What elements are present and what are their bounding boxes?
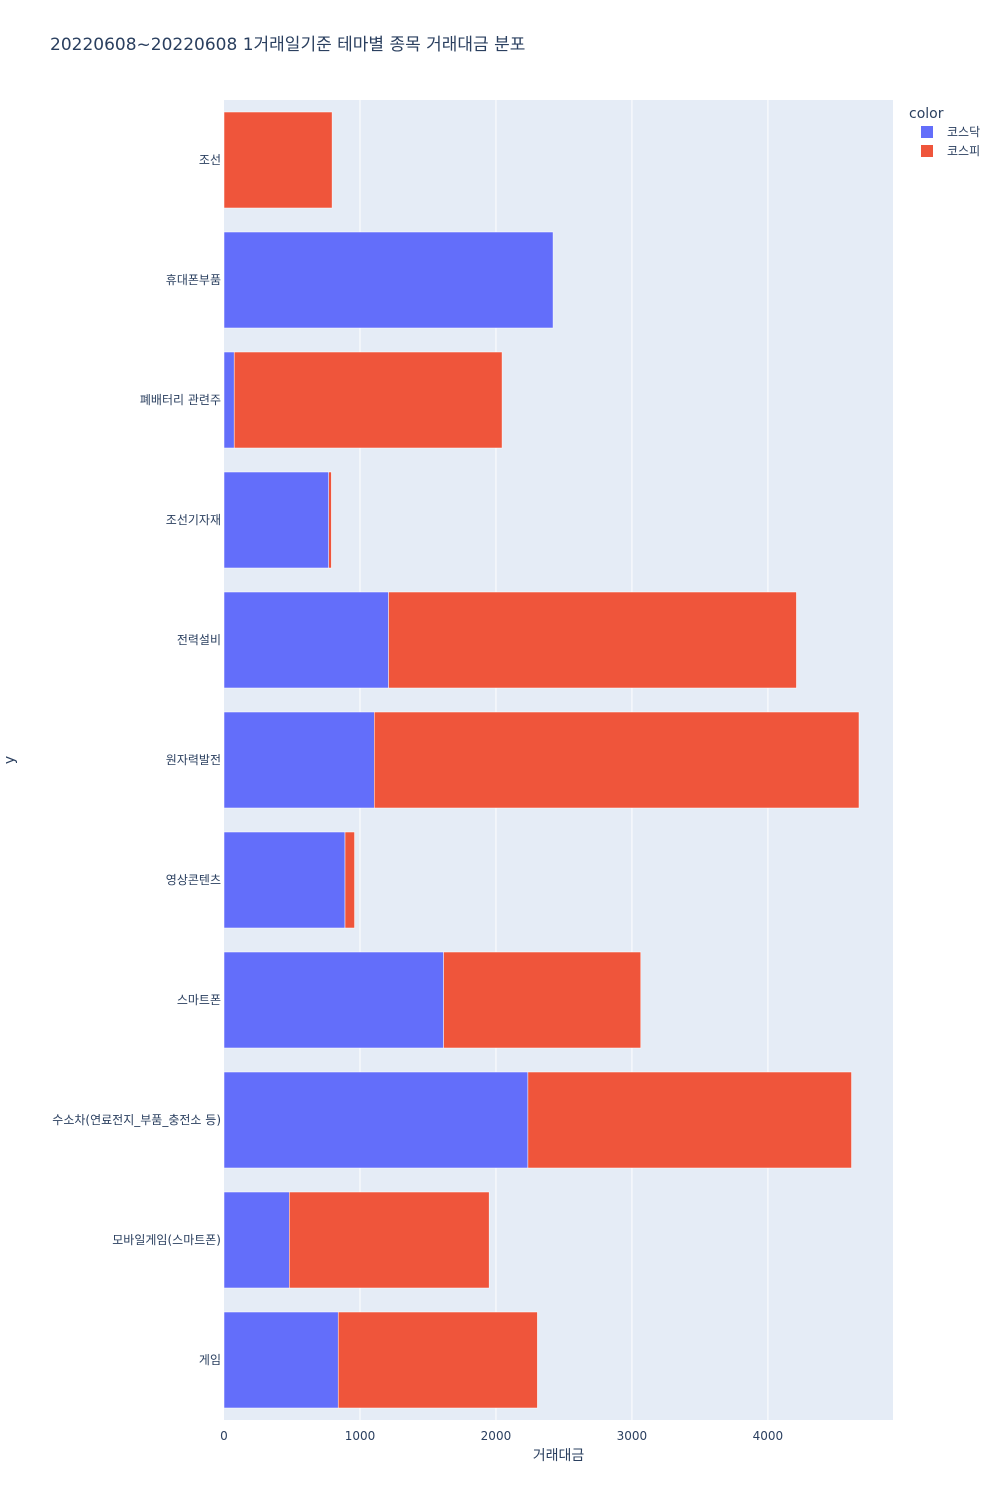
y-tick-label: 조선 bbox=[199, 153, 221, 167]
y-tick-label: 게임 bbox=[199, 1353, 221, 1367]
chart-title: 20220608~20220608 1거래일기준 테마별 종목 거래대금 분포 bbox=[50, 35, 525, 55]
bar-코스닥[interactable] bbox=[223, 831, 346, 929]
y-tick-label: 원자력발전 bbox=[166, 753, 221, 767]
bar-코스닥[interactable] bbox=[223, 351, 235, 449]
bar-코스피[interactable] bbox=[388, 591, 797, 689]
bar-코스피[interactable] bbox=[344, 831, 355, 929]
x-tick-label: 3000 bbox=[617, 1429, 648, 1443]
y-tick-label: 조선기자재 bbox=[166, 513, 221, 527]
x-tick-label: 4000 bbox=[753, 1429, 784, 1443]
bar-코스닥[interactable] bbox=[223, 951, 444, 1049]
x-tick-label: 1000 bbox=[345, 1429, 376, 1443]
x-tick-label: 0 bbox=[220, 1429, 228, 1443]
bar-코스피[interactable] bbox=[233, 351, 503, 449]
legend-swatch[interactable] bbox=[921, 126, 933, 138]
legend-swatch[interactable] bbox=[921, 145, 933, 157]
x-axis-ticks: 0 1000 2000 3000 4000 bbox=[220, 1429, 783, 1443]
y-tick-label: 수소차(연료전지_부품_충전소 등) bbox=[52, 1113, 221, 1127]
legend-label[interactable]: 코스닥 bbox=[947, 125, 980, 139]
bar-코스피[interactable] bbox=[337, 1311, 538, 1409]
bar-코스닥[interactable] bbox=[223, 1071, 529, 1169]
bar-코스닥[interactable] bbox=[223, 1191, 290, 1289]
y-tick-label: 영상콘텐츠 bbox=[166, 873, 221, 887]
bar-코스피[interactable] bbox=[527, 1071, 852, 1169]
bar-코스닥[interactable] bbox=[223, 231, 554, 329]
x-tick-label: 2000 bbox=[481, 1429, 512, 1443]
bar-코스닥[interactable] bbox=[223, 711, 375, 809]
y-tick-label: 전력설비 bbox=[177, 633, 221, 647]
legend-label[interactable]: 코스피 bbox=[947, 144, 980, 158]
y-tick-label: 휴대폰부품 bbox=[166, 273, 221, 287]
y-axis-title: y bbox=[2, 756, 18, 764]
bar-코스피[interactable] bbox=[223, 111, 333, 209]
bar-코스닥[interactable] bbox=[223, 591, 389, 689]
y-tick-label: 스마트폰 bbox=[177, 993, 221, 1007]
y-tick-label: 폐배터리 관련주 bbox=[140, 393, 221, 407]
bar-코스피[interactable] bbox=[328, 471, 332, 569]
legend-title: color bbox=[909, 106, 944, 122]
bar-코스닥[interactable] bbox=[223, 471, 329, 569]
x-axis-title: 거래대금 bbox=[533, 1448, 585, 1464]
bar-코스피[interactable] bbox=[443, 951, 642, 1049]
bar-코스피[interactable] bbox=[289, 1191, 490, 1289]
bar-코스닥[interactable] bbox=[223, 1311, 339, 1409]
bars bbox=[223, 111, 860, 1409]
bar-코스피[interactable] bbox=[374, 711, 860, 809]
y-tick-label: 모바일게임(스마트폰) bbox=[112, 1233, 221, 1247]
